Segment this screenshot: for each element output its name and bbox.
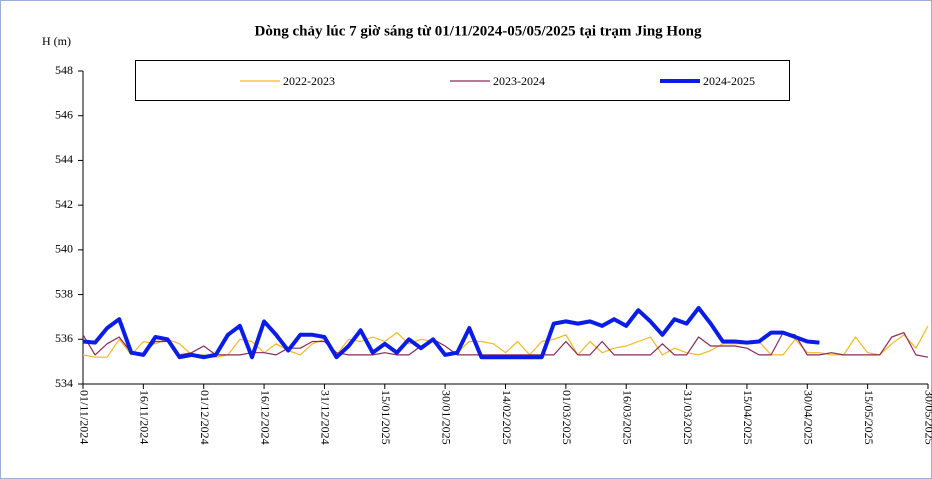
legend-label: 2024-2025	[703, 74, 755, 88]
x-tick-label: 14/02/2025	[500, 390, 514, 445]
x-tick-label: 16/03/2025	[620, 390, 634, 445]
x-tick-label: 15/01/2025	[379, 390, 393, 445]
x-tick-label: 01/12/2024	[198, 390, 212, 445]
y-tick-label: 538	[55, 286, 73, 300]
x-tick-label: 31/03/2025	[681, 390, 695, 445]
legend-label: 2023-2024	[493, 74, 545, 88]
x-tick-label: 01/03/2025	[560, 390, 574, 445]
y-tick-label: 540	[55, 242, 73, 256]
x-tick-label: 30/04/2025	[802, 390, 816, 445]
y-tick-label: 544	[55, 152, 73, 166]
x-tick-label: 30/05/2025	[922, 390, 932, 445]
series-line	[82, 306, 820, 360]
y-tick-label: 546	[55, 107, 73, 121]
x-tick-label: 15/05/2025	[862, 390, 876, 445]
x-tick-label: 01/11/2024	[77, 390, 91, 444]
chart-title: Dòng chảy lúc 7 giờ sáng từ 01/11/2024-0…	[255, 23, 702, 39]
x-tick-label: 31/12/2024	[319, 390, 333, 445]
x-tick-label: 16/11/2024	[138, 390, 152, 444]
series-line	[82, 325, 929, 358]
y-axis-label: H (m)	[42, 34, 71, 48]
x-tick-label: 15/04/2025	[741, 390, 755, 445]
y-tick-label: 536	[55, 331, 73, 345]
y-tick-label: 534	[55, 376, 73, 390]
x-tick-label: 30/01/2025	[439, 390, 453, 445]
legend-label: 2022-2023	[283, 74, 335, 88]
y-tick-label: 542	[55, 197, 73, 211]
x-tick-label: 16/12/2024	[258, 390, 272, 445]
y-tick-label: 548	[55, 63, 73, 77]
